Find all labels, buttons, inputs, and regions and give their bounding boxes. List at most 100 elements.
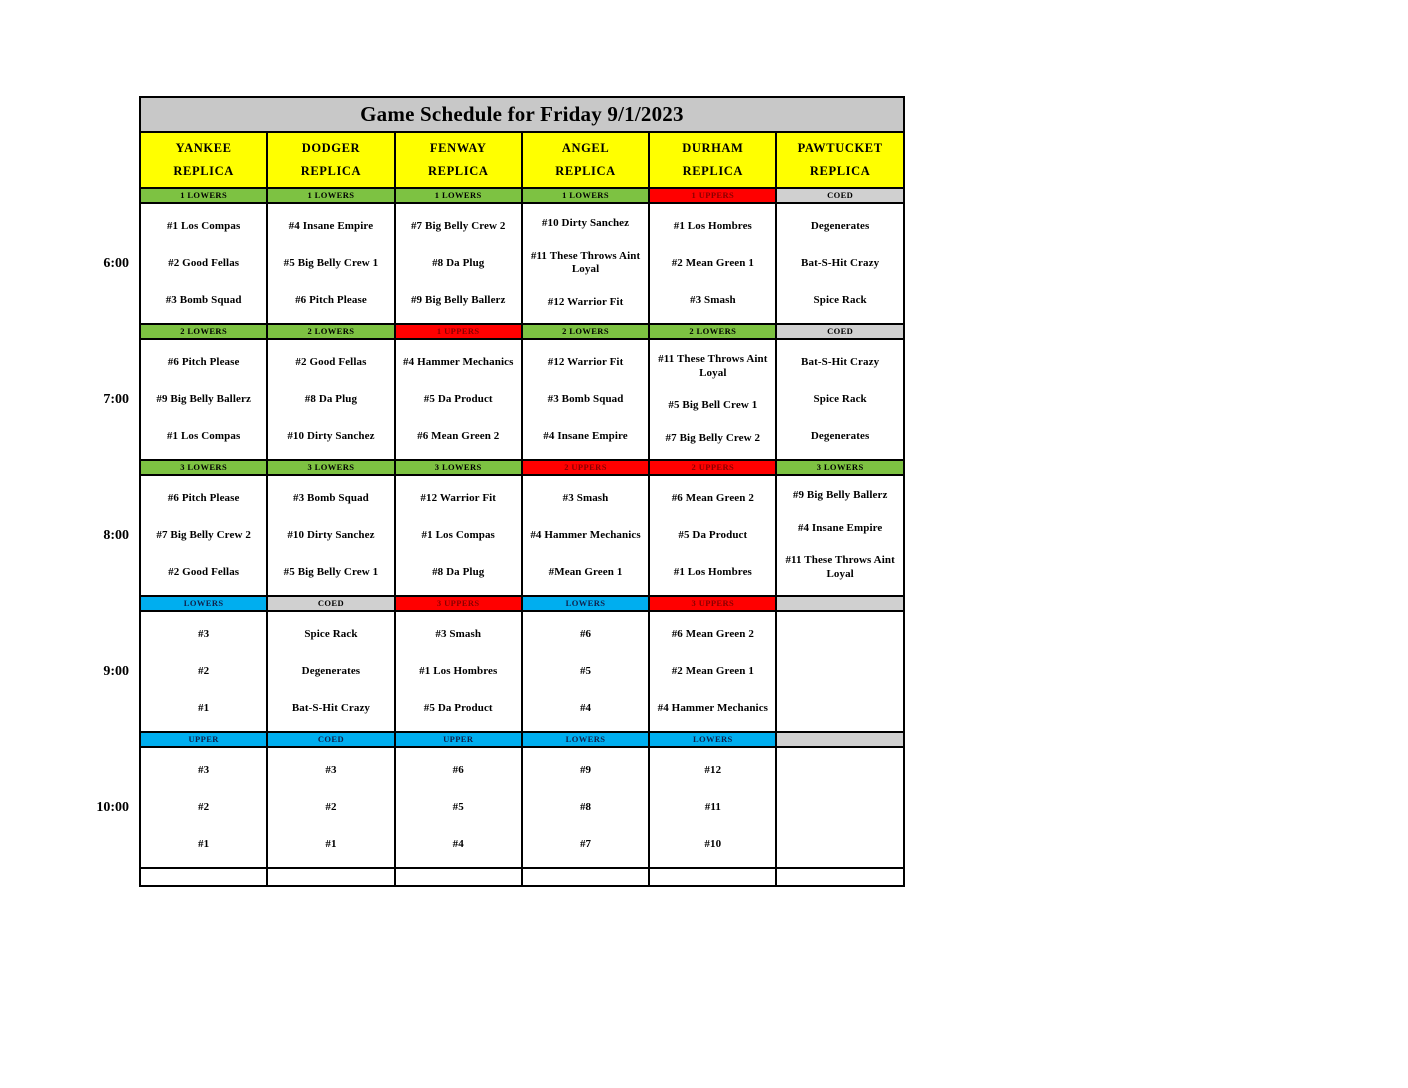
time-label-6: 6:00 xyxy=(86,240,139,272)
game-entry: #9 Big Belly Ballerz xyxy=(156,392,251,405)
game-cell: #3 Smash #1 Los Hombres #5 Da Product xyxy=(393,610,523,733)
game-entry: Degenerates xyxy=(810,429,870,442)
game-cell: #12 Warrior Fit #1 Los Compas #8 Da Plug xyxy=(393,474,523,597)
park-subname: REPLICA xyxy=(809,164,871,178)
game-entry: #6 Mean Green 2 xyxy=(671,491,754,504)
game-cell: #6 #5 #4 xyxy=(393,746,523,869)
game-entry: #3 xyxy=(198,627,210,640)
game-cell: #1 Los Compas #2 Good Fellas #3 Bomb Squ… xyxy=(138,202,269,325)
game-entry: #4 Hammer Mechanics xyxy=(530,528,641,541)
banner-row-8: 8:00 3 LOWERS 3 LOWERS 3 LOWERS 2 UPPERS… xyxy=(86,459,905,596)
park-subname: REPLICA xyxy=(428,164,489,178)
banner-row-10: 10:00 UPPER COED UPPER LOWERS LOWERS xyxy=(86,731,905,868)
footer-row xyxy=(86,867,905,887)
game-entry: #6 Mean Green 2 xyxy=(671,627,754,640)
game-entry: #5 Da Product xyxy=(423,392,493,405)
games-row-8: #6 Pitch Please #7 Big Belly Crew 2 #2 G… xyxy=(86,474,905,597)
game-entry: #2 xyxy=(198,664,210,677)
game-entry: #5 Big Belly Crew 1 xyxy=(283,565,379,578)
game-cell: #11 These Throws Aint Loyal #5 Big Bell … xyxy=(648,338,778,461)
game-entry: #6 xyxy=(452,763,464,776)
game-entry: #6 Pitch Please xyxy=(167,355,240,368)
game-entry: #4 Hammer Mechanics xyxy=(403,355,514,368)
game-entry: #1 xyxy=(198,701,210,714)
games-row-9: #3 #2 #1 Spice Rack Degenerates Bat-S-Hi… xyxy=(86,610,905,733)
game-entry: #6 Pitch Please xyxy=(167,491,240,504)
game-entry: #1 xyxy=(198,837,210,850)
park-subname: REPLICA xyxy=(555,164,616,178)
time-label-8: 8:00 xyxy=(86,512,139,544)
park-subname: REPLICA xyxy=(173,164,234,178)
game-cell: #3 #2 #1 xyxy=(138,746,269,869)
division-banner: 3 LOWERS xyxy=(393,459,523,476)
division-banner: 3 LOWERS xyxy=(775,459,905,476)
game-entry: #1 Los Hombres xyxy=(673,565,752,578)
game-entry: #5 Big Bell Crew 1 xyxy=(668,399,758,412)
park-name: FENWAY xyxy=(429,140,487,155)
game-entry: #11 These Throws Aint Loyal xyxy=(658,353,768,380)
time-gutter-9: 9:00 xyxy=(86,596,140,732)
game-entry: #5 xyxy=(452,800,464,813)
schedule-body: Game Schedule for Friday 9/1/2023 YANKEE… xyxy=(86,96,905,887)
game-cell: Degenerates Bat-S-Hit Crazy Spice Rack xyxy=(775,202,905,325)
games-row-6: #1 Los Compas #2 Good Fellas #3 Bomb Squ… xyxy=(86,202,905,325)
game-entry: Spice Rack xyxy=(813,293,867,306)
game-entry: #6 Pitch Please xyxy=(295,293,367,306)
game-entry: #7 Big Belly Crew 2 xyxy=(665,431,761,444)
game-entry: #2 xyxy=(198,800,210,813)
park-header-durham: DURHAM REPLICA xyxy=(648,131,778,189)
game-entry: #1 Los Compas xyxy=(421,528,495,541)
game-entry: Bat-S-Hit Crazy xyxy=(801,256,880,269)
game-cell: #6 Pitch Please #9 Big Belly Ballerz #1 … xyxy=(138,338,269,461)
park-header-angel: ANGEL REPLICA xyxy=(520,131,651,189)
game-entry: #12 Warrior Fit xyxy=(547,355,624,368)
time-gutter-10: 10:00 xyxy=(86,732,140,868)
game-entry: Spice Rack xyxy=(813,392,867,405)
division-banner: 1 LOWERS xyxy=(266,187,396,204)
division-banner: 3 LOWERS xyxy=(138,459,269,476)
park-subname: REPLICA xyxy=(300,164,362,178)
game-entry: #1 xyxy=(325,837,337,850)
game-entry: #8 xyxy=(579,800,592,813)
game-entry: #4 xyxy=(579,701,592,714)
game-entry: #12 Warrior Fit xyxy=(420,491,497,504)
game-entry: #9 xyxy=(579,763,592,776)
game-cell: #7 Big Belly Crew 2 #8 Da Plug #9 Big Be… xyxy=(393,202,523,325)
game-entry: #3 Bomb Squad xyxy=(547,392,624,405)
division-banner xyxy=(775,595,905,612)
game-entry: #4 Hammer Mechanics xyxy=(657,701,769,714)
game-entry: #9 Big Belly Ballerz xyxy=(792,489,888,502)
division-banner: 1 UPPERS xyxy=(648,187,778,204)
banner-row-7: 7:00 2 LOWERS 2 LOWERS 1 UPPERS 2 LOWERS… xyxy=(86,323,905,460)
time-gutter-spacer xyxy=(86,868,140,886)
game-entry: #11 xyxy=(704,800,721,813)
time-label-10: 10:00 xyxy=(86,784,139,816)
game-entry: Degenerates xyxy=(301,664,361,677)
game-cell: #6 Mean Green 2 #5 Da Product #1 Los Hom… xyxy=(648,474,778,597)
game-entry: #5 xyxy=(579,664,592,677)
division-banner: 3 UPPERS xyxy=(648,595,778,612)
game-cell: #4 Insane Empire #5 Big Belly Crew 1 #6 … xyxy=(266,202,396,325)
park-header-dodger: DODGER REPLICA xyxy=(266,131,396,189)
game-entry: #2 Mean Green 1 xyxy=(671,664,754,677)
game-cell: Spice Rack Degenerates Bat-S-Hit Crazy xyxy=(266,610,396,733)
game-cell: #3 #2 #1 xyxy=(266,746,396,869)
park-header-pawtucket: PAWTUCKET REPLICA xyxy=(775,131,905,189)
game-entry: #3 xyxy=(198,763,210,776)
park-header-fenway: FENWAY REPLICA xyxy=(393,131,523,189)
division-banner: 2 LOWERS xyxy=(648,323,778,340)
game-cell: #12 #11 #10 xyxy=(648,746,778,869)
park-header-yankee: YANKEE REPLICA xyxy=(138,131,269,189)
game-cell: #2 Good Fellas #8 Da Plug #10 Dirty Sanc… xyxy=(266,338,396,461)
game-cell-empty xyxy=(775,610,905,733)
game-cell: #1 Los Hombres #2 Mean Green 1 #3 Smash xyxy=(648,202,778,325)
game-entry: #4 Insane Empire xyxy=(797,521,883,534)
game-entry: #1 Los Compas xyxy=(166,219,241,232)
park-name: DODGER xyxy=(301,140,361,155)
division-banner: LOWERS xyxy=(520,731,651,748)
banner-row-9: 9:00 LOWERS COED 3 UPPERS LOWERS 3 UPPER… xyxy=(86,595,905,732)
game-entry: #2 Good Fellas xyxy=(295,355,367,368)
game-entry: #6 xyxy=(579,627,592,640)
schedule-title: Game Schedule for Friday 9/1/2023 xyxy=(139,96,905,133)
division-banner: COED xyxy=(266,731,396,748)
